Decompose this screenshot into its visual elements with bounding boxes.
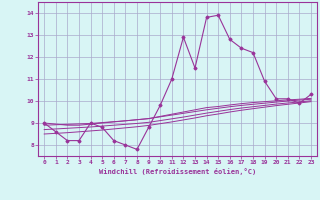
X-axis label: Windchill (Refroidissement éolien,°C): Windchill (Refroidissement éolien,°C) xyxy=(99,168,256,175)
